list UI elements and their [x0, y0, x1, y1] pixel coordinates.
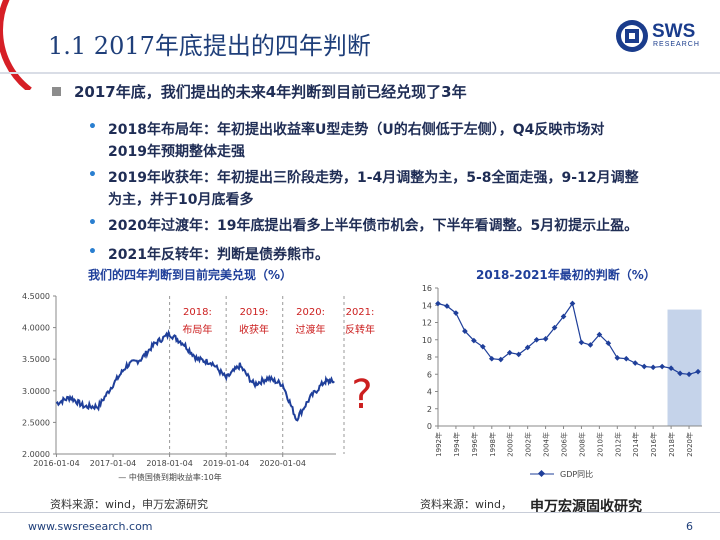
y-tick-label: 4.5000	[22, 292, 50, 301]
bullet-dot-icon: •	[88, 215, 97, 231]
y-tick-label: 0	[427, 422, 432, 431]
x-tick-label: 2018-01-04	[146, 459, 193, 468]
bullet-dot-icon: •	[88, 167, 97, 183]
right-chart-axes: 0 2 4 6 8 10 12 14 16 1992年 1994年 1996年 1998年 2000年 20…	[422, 284, 702, 457]
x-tick-label: 1994年	[452, 432, 461, 457]
red-arc-decoration	[0, 0, 32, 90]
x-tick-label: 2014年	[631, 432, 640, 457]
left-line-chart: 2.0000 2.5000 3.0000 3.5000 4.0000 4.5000 2016…	[22, 292, 375, 482]
x-tick-label: 2020年	[685, 432, 694, 457]
left-chart-title: 我们的四年判断到目前完美兑现（%）	[88, 268, 293, 282]
logo-text: SWS	[652, 21, 696, 42]
right-chart-series-line	[437, 302, 699, 375]
x-tick-label: 2006年	[560, 432, 569, 457]
phase-year-label: 2021:	[346, 307, 375, 318]
left-chart-source: 资料来源：wind，申万宏源研究	[50, 498, 209, 511]
x-tick-label: 1998年	[488, 432, 497, 457]
main-bullet-text: 2017年底，我们提出的未来4年判断到目前已经兑现了3年	[74, 83, 467, 101]
page-title: 1.1 2017年底提出的四年判断	[48, 32, 371, 60]
y-tick-label: 4	[427, 388, 432, 397]
data-point	[650, 364, 656, 371]
main-bullet-square-icon	[52, 87, 61, 96]
x-tick-label: 2016年	[649, 432, 658, 457]
y-tick-label: 8	[427, 353, 432, 362]
left-chart-series-line	[55, 329, 335, 422]
y-tick-label: 2	[427, 405, 432, 414]
sub-bullet-line: 2019年预期整体走强	[108, 144, 245, 160]
question-mark: ?	[351, 372, 372, 418]
phase-name-label: 过渡年	[296, 323, 326, 336]
data-point	[471, 337, 477, 344]
sub-bullet-2020: 2020年过渡年：19年底提出看多上半年债市机会，下半年看调整。5月初提示止盈。	[108, 215, 708, 237]
data-point	[632, 360, 639, 366]
diamond-marker-icon	[537, 469, 546, 478]
x-tick-label: 1996年	[470, 432, 479, 457]
left-chart-axes: 2.0000 2.5000 3.0000 3.5000 4.0000 4.5000 2016…	[22, 292, 336, 468]
y-tick-label: 2.5000	[22, 418, 50, 427]
phase-year-label: 2018:	[183, 307, 212, 318]
x-tick-label: 2020-01-04	[259, 459, 306, 468]
y-tick-label: 3.5000	[22, 355, 50, 364]
sub-bullet-2018: 2018年布局年：年初提出收益率U型走势（U的右侧低于左侧），Q4反映市场对 2…	[108, 119, 708, 163]
right-line-chart: 0 2 4 6 8 10 12 14 16 1992年 1994年 1996年 1998年 2000年 20…	[422, 284, 702, 479]
footer-url-link[interactable]: www.swsresearch.com	[28, 520, 153, 533]
bullet-dot-icon: •	[88, 244, 97, 260]
sub-bullet-2021: 2021年反转年：判断是债券熊市。	[108, 244, 708, 266]
wechat-watermark: 申万宏源固收研究	[530, 496, 642, 516]
bullet-dot-icon: •	[88, 119, 97, 135]
x-tick-label: 2010年	[595, 432, 604, 457]
left-chart-phase-labels: 2018: 布局年 2019: 收获年 2020: 过渡年 2021: 反转年	[169, 296, 375, 454]
phase-year-label: 2020:	[296, 307, 325, 318]
data-point	[614, 355, 621, 361]
x-tick-label: 2004年	[542, 432, 551, 457]
x-tick-label: 2012年	[613, 432, 622, 457]
right-chart-legend: GDP同比	[530, 469, 593, 479]
sws-logo-icon	[616, 20, 648, 52]
x-tick-label: 2017-01-04	[90, 459, 137, 468]
y-tick-label: 14	[422, 301, 432, 310]
sub-bullet-line: 2019年收获年：年初提出三阶段走势，1-4月调整为主，5-8全面走强，9-12…	[108, 170, 639, 186]
sub-bullet-2019: 2019年收获年：年初提出三阶段走势，1-4月调整为主，5-8全面走强，9-12…	[108, 167, 708, 211]
right-chart-title: 2018-2021年最初的判断（%）	[476, 268, 656, 282]
y-tick-label: 2.0000	[22, 450, 50, 459]
phase-name-label: 反转年	[345, 323, 375, 336]
data-point	[641, 363, 648, 370]
right-chart-legend-label: GDP同比	[560, 469, 593, 479]
x-tick-label: 2000年	[506, 432, 515, 457]
right-chart-points	[435, 300, 701, 378]
footer-divider	[0, 512, 720, 513]
x-tick-label: 1992年	[434, 432, 443, 457]
y-tick-label: 6	[427, 370, 432, 379]
phase-year-label: 2019:	[240, 307, 269, 318]
x-tick-label: 2002年	[524, 432, 533, 457]
y-tick-label: 12	[422, 319, 432, 328]
sub-bullet-line: 2020年过渡年：19年底提出看多上半年债市机会，下半年看调整。5月初提示止盈。	[108, 218, 639, 234]
data-point	[444, 303, 450, 309]
logo-subtext: RESEARCH	[653, 41, 700, 48]
y-tick-label: 4.0000	[22, 324, 50, 333]
y-tick-label: 10	[422, 336, 432, 345]
data-point	[668, 365, 674, 372]
sub-bullet-line: 为主，并于10月底看多	[108, 192, 254, 208]
title-bar	[0, 0, 720, 72]
sub-bullet-line: 2018年布局年：年初提出收益率U型走势（U的右侧低于左侧），Q4反映市场对	[108, 122, 605, 138]
x-tick-label: 2018年	[667, 432, 676, 457]
data-point	[578, 339, 585, 346]
x-tick-label: 2016-01-04	[33, 459, 80, 468]
right-chart-source: 资料来源：wind，	[420, 498, 513, 511]
data-point	[659, 363, 665, 370]
sub-bullet-line: 2021年反转年：判断是债券熊市。	[108, 247, 329, 263]
y-tick-label: 3.0000	[22, 387, 50, 396]
phase-name-label: 布局年	[182, 323, 212, 336]
x-tick-label: 2008年	[577, 432, 586, 457]
y-tick-label: 16	[422, 284, 432, 293]
data-point	[623, 355, 630, 362]
x-tick-label: 2019-01-04	[203, 459, 250, 468]
title-divider	[0, 72, 720, 74]
phase-name-label: 收获年	[239, 323, 269, 336]
left-chart-legend: — 中债国债到期收益率:10年	[118, 472, 221, 482]
page-number: 6	[686, 520, 693, 533]
